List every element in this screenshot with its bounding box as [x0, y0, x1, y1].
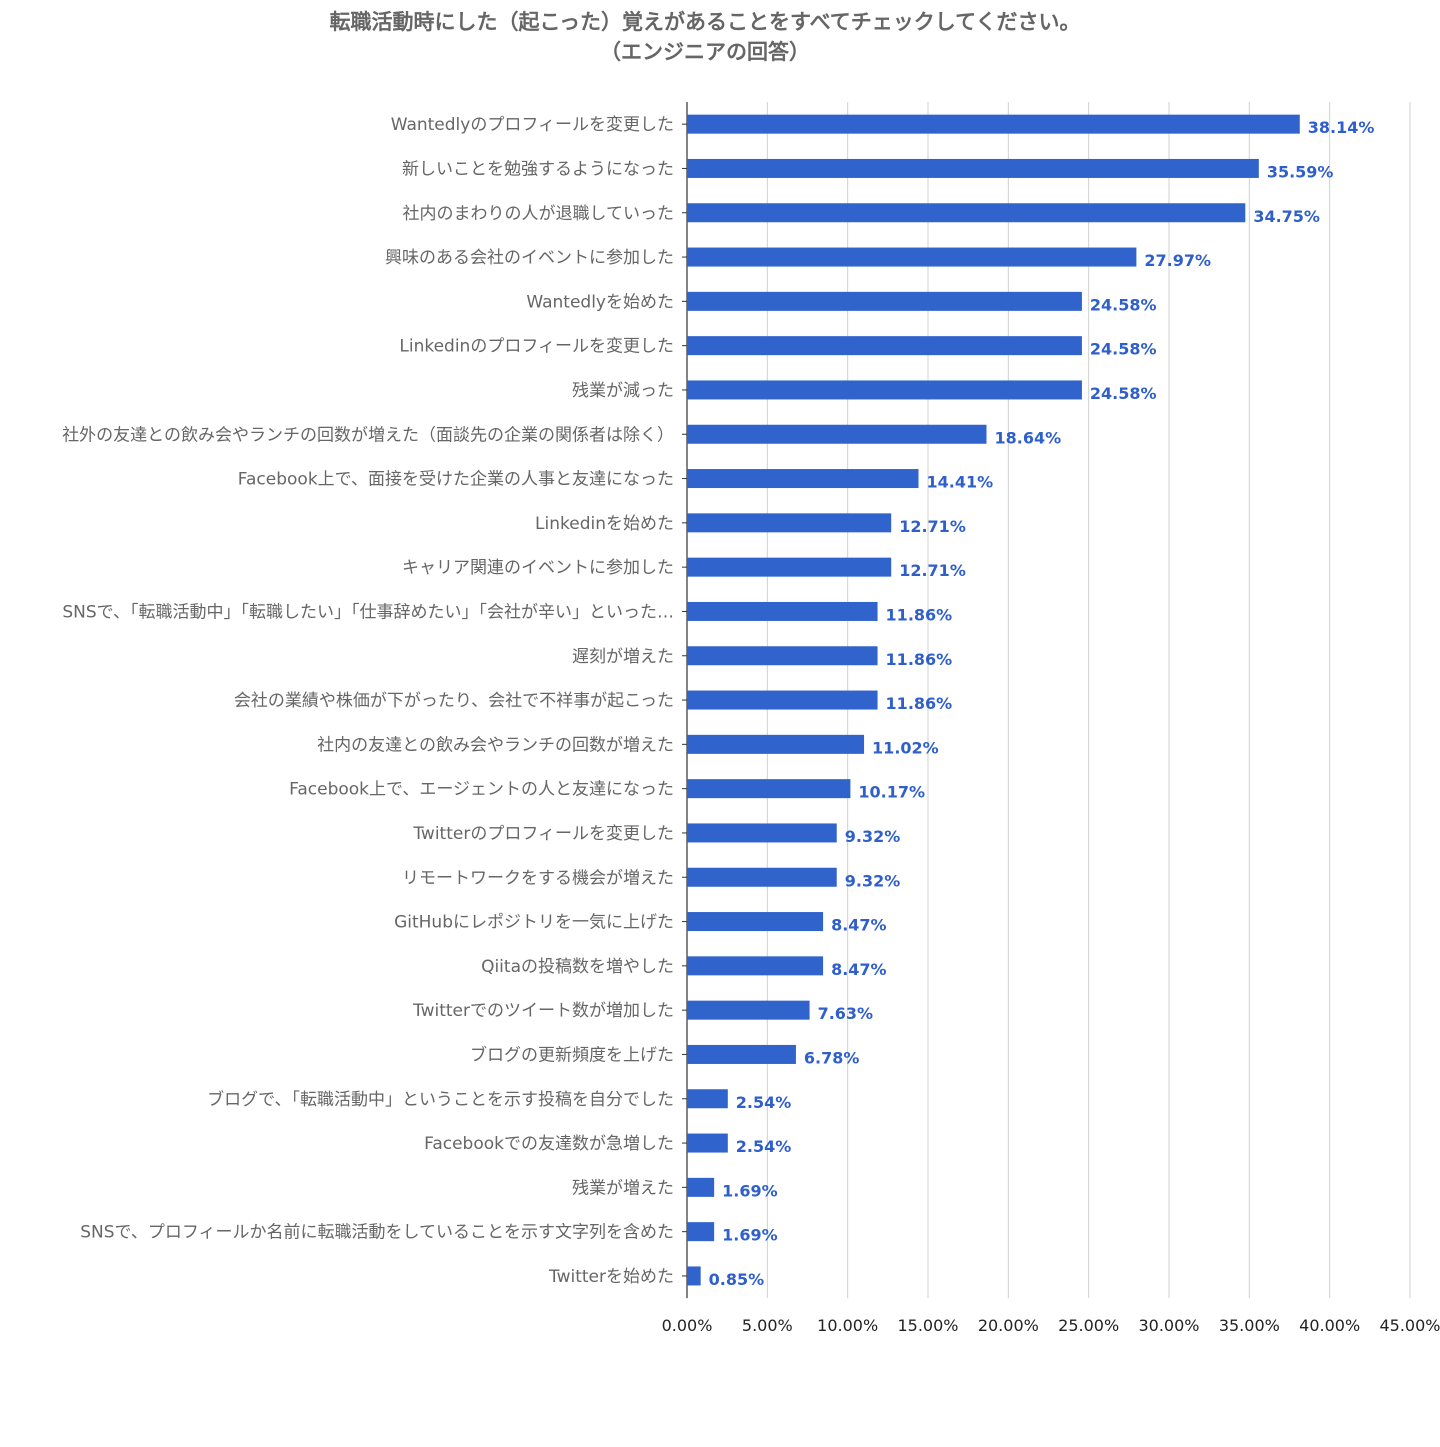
- data-label: 24.58%: [1090, 340, 1157, 359]
- category-label: Wantedlyを始めた: [526, 292, 674, 312]
- x-tick-label: 15.00%: [897, 1316, 958, 1335]
- bar: [687, 380, 1082, 400]
- bar: [687, 1177, 715, 1197]
- bar: [687, 912, 824, 932]
- category-label: Linkedinを始めた: [535, 514, 674, 534]
- data-label: 27.97%: [1144, 251, 1211, 270]
- data-label: 24.58%: [1090, 384, 1157, 403]
- data-label: 34.75%: [1253, 207, 1320, 226]
- data-label: 7.63%: [818, 1004, 874, 1023]
- bar: [687, 557, 892, 577]
- category-label: 社内のまわりの人が退職していった: [403, 204, 675, 224]
- bar: [687, 336, 1082, 356]
- data-label: 0.85%: [709, 1270, 765, 1289]
- bar: [687, 1133, 728, 1153]
- data-label: 8.47%: [831, 916, 887, 935]
- bar: [687, 203, 1246, 223]
- data-label: 11.02%: [872, 738, 939, 757]
- bar: [687, 114, 1300, 134]
- category-label: Wantedlyのプロフィールを変更した: [391, 115, 674, 135]
- data-label: 11.86%: [886, 694, 953, 713]
- x-tick-label: 35.00%: [1219, 1316, 1280, 1335]
- category-label: Twitterでのツイート数が増加した: [412, 1001, 674, 1021]
- category-label: Facebook上で、面接を受けた企業の人事と友達になった: [238, 470, 674, 490]
- data-label: 1.69%: [722, 1226, 778, 1245]
- category-label: 社内の友達との飲み会やランチの回数が増えた: [317, 735, 674, 755]
- category-label: 残業が減った: [572, 381, 674, 401]
- category-label: ブログの更新頻度を上げた: [470, 1044, 674, 1065]
- x-tick-label: 40.00%: [1299, 1316, 1360, 1335]
- x-tick-label: 5.00%: [742, 1316, 793, 1335]
- bar: [687, 1089, 728, 1109]
- bar: [687, 1044, 796, 1064]
- category-label: 会社の業績や株価が下がったり、会社で不祥事が起こった: [234, 691, 674, 711]
- x-tick-label: 10.00%: [817, 1316, 878, 1335]
- bar: [687, 867, 837, 887]
- bar: [687, 469, 919, 489]
- x-tick-label: 0.00%: [662, 1316, 713, 1335]
- x-tick-label: 30.00%: [1138, 1316, 1199, 1335]
- data-label: 24.58%: [1090, 295, 1157, 314]
- category-label: リモートワークをする機会が増えた: [402, 868, 674, 888]
- bar: [687, 779, 851, 799]
- category-label: ブログで、「転職活動中」ということを示す投稿を自分でした: [207, 1089, 674, 1110]
- data-label: 14.41%: [927, 473, 994, 492]
- category-label: 社外の友達との飲み会やランチの回数が増えた（面談先の企業の関係者は除く）: [62, 425, 674, 445]
- category-label: Qiitaの投稿数を増やした: [481, 957, 674, 977]
- data-label: 35.59%: [1267, 162, 1334, 181]
- bar: [687, 247, 1137, 267]
- data-label: 2.54%: [736, 1137, 792, 1156]
- category-label: Facebookでの友達数が急増した: [424, 1134, 674, 1154]
- category-label: Linkedinのプロフィールを変更した: [399, 337, 674, 357]
- x-tick-label: 45.00%: [1379, 1316, 1440, 1335]
- bar: [687, 734, 865, 754]
- data-label: 9.32%: [845, 871, 901, 890]
- x-tick-label: 25.00%: [1058, 1316, 1119, 1335]
- category-label: Facebook上で、エージェントの人と友達になった: [289, 780, 674, 800]
- bar: [687, 424, 987, 444]
- data-label: 1.69%: [722, 1181, 778, 1200]
- data-label: 6.78%: [804, 1048, 860, 1067]
- bar: [687, 513, 892, 533]
- category-label: SNSで、プロフィールか名前に転職活動をしていることを示す文字列を含めた: [80, 1223, 674, 1243]
- bar: [687, 1222, 715, 1242]
- bar: [687, 601, 878, 621]
- category-label: 遅刻が増えた: [572, 647, 674, 667]
- data-label: 38.14%: [1308, 118, 1375, 137]
- category-label: SNSで、「転職活動中」「転職したい」「仕事辞めたい」「会社が辛い」といった…: [62, 602, 674, 622]
- category-label: 興味のある会社のイベントに参加した: [385, 248, 674, 268]
- bar: [687, 823, 837, 843]
- bar: [687, 291, 1082, 311]
- data-label: 2.54%: [736, 1093, 792, 1112]
- bar: [687, 158, 1259, 178]
- x-tick-label: 20.00%: [978, 1316, 1039, 1335]
- data-label: 18.64%: [994, 428, 1061, 447]
- chart-subtitle: （エンジニアの回答）: [600, 40, 810, 64]
- category-label: キャリア関連のイベントに参加した: [402, 558, 674, 578]
- category-label: Twitterのプロフィールを変更した: [412, 824, 674, 844]
- category-label: 残業が増えた: [572, 1178, 674, 1198]
- chart-title: 転職活動時にした（起こった）覚えがあることをすべてチェックしてください。: [329, 10, 1081, 34]
- data-label: 10.17%: [858, 783, 925, 802]
- bar: [687, 646, 878, 666]
- category-label: 新しいことを勉強するようになった: [402, 159, 674, 179]
- data-label: 11.86%: [886, 650, 953, 669]
- data-label: 8.47%: [831, 960, 887, 979]
- data-label: 12.71%: [899, 561, 966, 580]
- category-label: Twitterを始めた: [548, 1267, 674, 1287]
- bar: [687, 1266, 701, 1286]
- data-label: 9.32%: [845, 827, 901, 846]
- data-label: 12.71%: [899, 517, 966, 536]
- data-label: 11.86%: [886, 605, 953, 624]
- bar: [687, 956, 824, 976]
- category-label: GitHubにレポジトリを一気に上げた: [394, 913, 674, 933]
- bar: [687, 690, 878, 710]
- bar: [687, 1000, 810, 1020]
